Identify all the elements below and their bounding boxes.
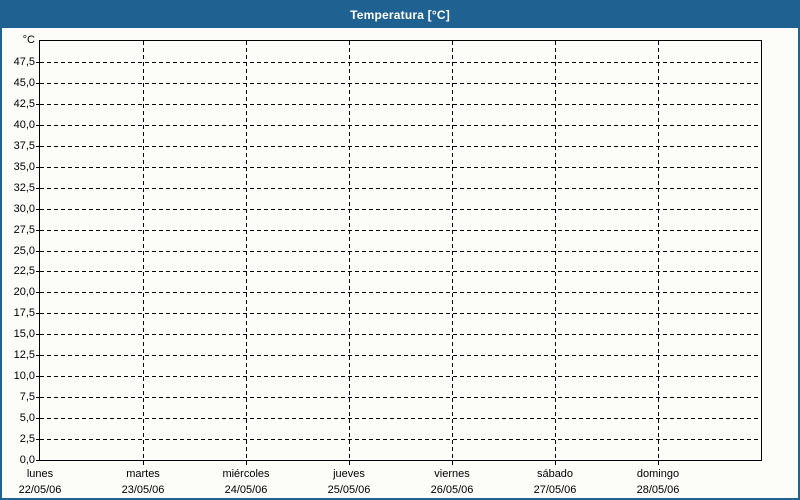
y-tick-label: 2,5	[19, 433, 35, 445]
y-tick-label: 15,0	[13, 328, 35, 340]
gridline-vertical	[246, 41, 247, 466]
x-date-label: 24/05/06	[224, 484, 268, 496]
gridline-horizontal	[40, 104, 761, 105]
x-day-label: viernes	[434, 468, 470, 480]
y-tick-label: 5,0	[19, 412, 35, 424]
gridline-horizontal	[40, 271, 761, 272]
x-date-label: 23/05/06	[121, 484, 165, 496]
gridline-horizontal	[40, 167, 761, 168]
title-bar: Temperatura [°C]	[2, 2, 798, 28]
y-axis-tick	[36, 62, 40, 63]
chart-title: Temperatura [°C]	[350, 8, 450, 22]
y-tick-label: 20,0	[13, 286, 35, 298]
y-axis-tick	[36, 439, 40, 440]
y-axis-tick	[36, 460, 40, 461]
y-axis-tick	[36, 167, 40, 168]
gridline-horizontal	[40, 230, 761, 231]
y-axis-tick	[36, 104, 40, 105]
y-axis-tick	[36, 209, 40, 210]
y-axis-tick	[36, 334, 40, 335]
gridline-horizontal	[40, 376, 761, 377]
y-tick-label: 0,0	[19, 454, 35, 466]
y-axis-tick	[36, 292, 40, 293]
gridline-horizontal	[40, 292, 761, 293]
gridline-vertical	[349, 41, 350, 466]
gridline-horizontal	[40, 62, 761, 63]
gridline-vertical	[452, 41, 453, 466]
x-date-label: 27/05/06	[533, 484, 577, 496]
y-axis-tick	[36, 397, 40, 398]
y-tick-label: 22,5	[13, 265, 35, 277]
x-day-label: sábado	[536, 468, 574, 480]
gridline-horizontal	[40, 125, 761, 126]
y-axis-tick	[36, 230, 40, 231]
gridline-horizontal	[40, 209, 761, 210]
gridline-horizontal	[40, 334, 761, 335]
x-date-label: 26/05/06	[430, 484, 474, 496]
y-tick-label: 25,0	[13, 245, 35, 257]
y-tick-label: 12,5	[13, 349, 35, 361]
gridline-horizontal	[40, 188, 761, 189]
x-day-label: jueves	[333, 468, 365, 480]
x-day-label: miércoles	[222, 468, 270, 480]
y-tick-label: 32,5	[13, 182, 35, 194]
y-tick-label: 17,5	[13, 307, 35, 319]
x-day-label: domingo	[636, 468, 680, 480]
y-axis-tick	[36, 418, 40, 419]
x-date-label: 28/05/06	[636, 484, 680, 496]
y-axis-tick	[36, 271, 40, 272]
x-day-label: lunes	[26, 468, 54, 480]
y-tick-label: 30,0	[13, 203, 35, 215]
y-axis-tick	[36, 83, 40, 84]
y-tick-label: 47,5	[13, 56, 35, 68]
gridline-vertical	[658, 41, 659, 466]
y-axis-tick	[36, 376, 40, 377]
y-tick-label: 7,5	[19, 391, 35, 403]
y-tick-label: 40,0	[13, 119, 35, 131]
gridline-horizontal	[40, 146, 761, 147]
y-axis-tick	[36, 251, 40, 252]
y-tick-label: 45,0	[13, 77, 35, 89]
y-tick-label: 37,5	[13, 140, 35, 152]
y-tick-label: 42,5	[13, 98, 35, 110]
plot-area: °C 0,0 2,5 5,0 7,5 10,0 12,5 15,0 17,5 20,0 22,5 25…	[14, 34, 762, 496]
gridline-vertical	[143, 41, 144, 466]
y-axis-tick	[36, 146, 40, 147]
gridline-horizontal	[40, 83, 761, 84]
y-axis-tick	[36, 355, 40, 356]
gridline-horizontal	[40, 313, 761, 314]
y-tick-label: 35,0	[13, 161, 35, 173]
gridline-horizontal	[40, 418, 761, 419]
y-axis-unit-label: °C	[22, 34, 35, 46]
x-day-label: martes	[126, 468, 160, 480]
gridline-horizontal	[40, 439, 761, 440]
x-date-label: 22/05/06	[18, 484, 62, 496]
gridline-horizontal	[40, 397, 761, 398]
y-tick-label: 27,5	[13, 224, 35, 236]
y-tick-label: 10,0	[13, 370, 35, 382]
y-axis-tick	[36, 188, 40, 189]
x-date-label: 25/05/06	[327, 484, 371, 496]
gridline-horizontal	[40, 355, 761, 356]
gridline-horizontal	[40, 251, 761, 252]
y-axis-tick	[36, 125, 40, 126]
y-axis-tick	[36, 313, 40, 314]
gridline-vertical	[555, 41, 556, 466]
